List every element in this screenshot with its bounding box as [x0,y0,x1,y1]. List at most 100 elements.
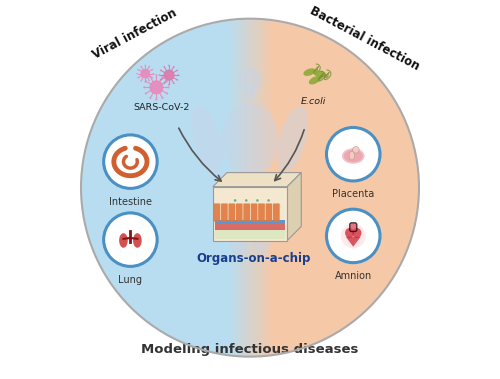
Ellipse shape [344,150,363,162]
Ellipse shape [352,147,359,153]
Ellipse shape [119,233,128,248]
Ellipse shape [349,151,354,160]
Ellipse shape [138,69,139,70]
FancyBboxPatch shape [250,204,258,222]
Ellipse shape [104,135,157,188]
Bar [230,0,231,375]
Ellipse shape [145,92,147,94]
FancyBboxPatch shape [221,204,228,222]
Ellipse shape [173,83,174,84]
Ellipse shape [166,92,168,94]
Bar [270,0,271,375]
Ellipse shape [221,103,279,175]
Ellipse shape [238,67,262,93]
Ellipse shape [160,79,162,81]
Ellipse shape [140,66,142,67]
Ellipse shape [225,175,249,256]
Ellipse shape [268,199,270,202]
Bar [228,0,229,375]
Bar [252,0,254,375]
Bar [238,0,239,375]
FancyBboxPatch shape [236,204,242,222]
Text: Bacterial infection: Bacterial infection [308,5,422,74]
Ellipse shape [345,228,354,238]
Ellipse shape [136,73,138,74]
FancyBboxPatch shape [228,204,235,222]
Polygon shape [287,172,302,241]
Ellipse shape [140,80,142,81]
Ellipse shape [164,66,165,68]
FancyBboxPatch shape [266,204,272,222]
FancyBboxPatch shape [350,223,357,232]
FancyBboxPatch shape [244,204,250,222]
Bar [213,187,287,241]
Bar [251,0,252,375]
Text: Lung: Lung [118,274,142,285]
FancyBboxPatch shape [214,204,220,222]
Bar [236,0,238,375]
Ellipse shape [149,97,152,99]
Ellipse shape [326,127,380,181]
Polygon shape [213,172,302,187]
Ellipse shape [278,106,308,173]
Ellipse shape [352,228,362,238]
Ellipse shape [314,70,326,78]
Bar [266,0,268,375]
Ellipse shape [140,69,150,78]
Text: E.coli: E.coli [301,97,326,106]
Text: Amnion: Amnion [334,271,372,281]
Ellipse shape [152,77,153,78]
Bar [231,0,232,375]
Ellipse shape [150,80,164,94]
Ellipse shape [160,69,162,71]
Bar [269,0,270,375]
Bar [214,223,286,230]
Bar [259,0,260,375]
Bar [261,0,262,375]
Ellipse shape [256,199,258,202]
Ellipse shape [133,233,141,248]
Bar [241,0,242,375]
Bar [254,0,256,375]
Bar [232,0,234,375]
Ellipse shape [192,106,222,173]
Bar [234,0,236,375]
Ellipse shape [156,99,158,101]
Bar [264,0,266,375]
Ellipse shape [156,74,158,76]
Bar [229,0,230,375]
Ellipse shape [245,199,248,202]
Bar [244,0,246,375]
Bar [260,0,261,375]
Text: Viral infection: Viral infection [90,6,179,62]
Ellipse shape [152,69,153,70]
Text: Modeling infectious diseases: Modeling infectious diseases [142,343,358,356]
Bar [258,0,259,375]
Ellipse shape [144,81,146,83]
Ellipse shape [81,19,419,357]
Ellipse shape [176,79,178,81]
Bar [239,0,240,375]
Bar [271,0,272,375]
Bar [246,0,248,375]
Ellipse shape [304,68,316,76]
Ellipse shape [143,86,146,88]
Ellipse shape [176,69,178,71]
Ellipse shape [173,66,174,68]
Bar [256,0,258,375]
FancyBboxPatch shape [273,204,280,222]
Ellipse shape [153,73,154,74]
Bar [249,0,250,375]
Ellipse shape [341,224,365,248]
Ellipse shape [168,84,170,86]
Bar [262,0,264,375]
Ellipse shape [326,209,380,263]
Ellipse shape [145,80,147,82]
Ellipse shape [144,64,146,66]
Bar [250,0,251,375]
Text: SARS-CoV-2: SARS-CoV-2 [134,103,190,112]
Ellipse shape [342,148,364,164]
Ellipse shape [166,80,168,82]
Bar [214,229,286,239]
Ellipse shape [178,74,180,76]
